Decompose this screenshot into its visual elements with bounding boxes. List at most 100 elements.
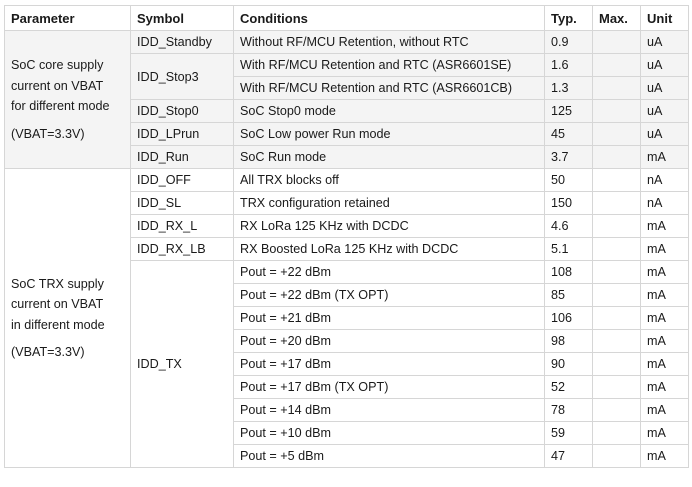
conditions-cell: SoC Stop0 mode <box>233 99 545 123</box>
parameter-cell: SoC core supply current on VBAT for differ… <box>4 30 131 169</box>
table-row: IDD_Stop3 With RF/MCU Retention and RTC (… <box>5 53 689 100</box>
table-row: SoC TRX supply current on VBAT in differen… <box>4 168 689 468</box>
unit-cell: mA <box>640 260 689 284</box>
unit-cell: mA <box>640 398 689 422</box>
table-row: IDD_Run SoC Run mode 3.7 mA <box>5 145 689 169</box>
parameter-line: current on VBAT <box>11 78 104 93</box>
conditions-cell: Pout = +21 dBm <box>233 306 545 330</box>
max-cell <box>592 260 641 284</box>
typ-cell: 4.6 <box>544 214 593 238</box>
symbol-cell: IDD_LPrun <box>130 122 234 146</box>
conditions-cell: All TRX blocks off <box>233 168 545 192</box>
typ-cell: 108 <box>544 260 593 284</box>
table-row: Pout = +17 dBm 90 mA <box>5 352 689 376</box>
typ-cell: 85 <box>544 283 593 307</box>
typ-cell: 1.3 <box>544 76 593 100</box>
conditions-cell: SoC Low power Run mode <box>233 122 545 146</box>
conditions-cell: Pout = +10 dBm <box>233 421 545 445</box>
typ-cell: 52 <box>544 375 593 399</box>
typ-cell: 59 <box>544 421 593 445</box>
current-consumption-table: Parameter Symbol Conditions Typ. Max. Un… <box>4 5 689 468</box>
parameter-gap <box>11 335 124 342</box>
parameter-line: SoC TRX supply <box>11 276 104 291</box>
header-conditions: Conditions <box>233 5 545 31</box>
typ-cell: 47 <box>544 444 593 468</box>
conditions-cell: SoC Run mode <box>233 145 545 169</box>
max-cell <box>592 122 641 146</box>
max-cell <box>592 53 641 77</box>
conditions-cell: Pout = +22 dBm (TX OPT) <box>233 283 545 307</box>
typ-cell: 0.9 <box>544 30 593 54</box>
table-row: IDD_Stop0 SoC Stop0 mode 125 uA <box>5 99 689 123</box>
typ-cell: 3.7 <box>544 145 593 169</box>
conditions-cell: RX Boosted LoRa 125 KHz with DCDC <box>233 237 545 261</box>
parameter-line: in different mode <box>11 317 105 332</box>
max-cell <box>592 421 641 445</box>
typ-cell: 90 <box>544 352 593 376</box>
typ-cell: 106 <box>544 306 593 330</box>
max-cell <box>592 145 641 169</box>
typ-cell: 1.6 <box>544 53 593 77</box>
unit-cell: uA <box>640 122 689 146</box>
typ-cell: 125 <box>544 99 593 123</box>
unit-cell: mA <box>640 352 689 376</box>
conditions-cell: With RF/MCU Retention and RTC (ASR6601SE… <box>233 53 545 77</box>
conditions-cell: With RF/MCU Retention and RTC (ASR6601CB… <box>233 76 545 100</box>
max-cell <box>592 237 641 261</box>
max-cell <box>592 352 641 376</box>
header-typ: Typ. <box>544 5 593 31</box>
unit-cell: mA <box>640 375 689 399</box>
table-row: IDD_RX_L RX LoRa 125 KHz with DCDC 4.6 mA <box>5 214 689 238</box>
unit-cell: mA <box>640 306 689 330</box>
max-cell <box>592 444 641 468</box>
max-cell <box>592 329 641 353</box>
max-cell <box>592 375 641 399</box>
header-parameter: Parameter <box>4 5 131 31</box>
unit-cell: uA <box>640 76 689 100</box>
unit-cell: uA <box>640 53 689 77</box>
parameter-note: (VBAT=3.3V) <box>11 345 85 359</box>
unit-cell: mA <box>640 145 689 169</box>
conditions-cell: Without RF/MCU Retention, without RTC <box>233 30 545 54</box>
symbol-cell: IDD_SL <box>130 191 234 215</box>
parameter-line: current on VBAT <box>11 297 104 311</box>
conditions-cell: Pout = +22 dBm <box>233 260 545 284</box>
parameter-line: for different mode <box>11 99 110 113</box>
max-cell <box>592 306 641 330</box>
symbol-cell: IDD_RX_L <box>130 214 234 238</box>
conditions-cell: Pout = +20 dBm <box>233 329 545 353</box>
conditions-cell: Pout = +17 dBm (TX OPT) <box>233 375 545 399</box>
conditions-cell: Pout = +17 dBm <box>233 352 545 376</box>
unit-cell: mA <box>640 283 689 307</box>
typ-cell: 150 <box>544 191 593 215</box>
header-max: Max. <box>592 5 641 31</box>
symbol-cell: IDD_Run <box>130 145 234 169</box>
parameter-line: SoC core supply <box>11 58 104 72</box>
unit-cell: nA <box>640 168 689 192</box>
max-cell <box>592 30 641 54</box>
unit-cell: nA <box>640 191 689 215</box>
typ-cell: 45 <box>544 122 593 146</box>
unit-cell: mA <box>640 421 689 445</box>
max-cell <box>592 191 641 215</box>
symbol-cell: IDD_Standby <box>130 30 234 54</box>
conditions-cell: Pout = +5 dBm <box>233 444 545 468</box>
unit-cell: mA <box>640 237 689 261</box>
table-row: IDD_LPrun SoC Low power Run mode 45 uA <box>5 122 689 146</box>
table-row: SoC core supply current on VBAT for differ… <box>4 30 689 169</box>
conditions-cell: RX LoRa 125 KHz with DCDC <box>233 214 545 238</box>
unit-cell: mA <box>640 444 689 468</box>
conditions-cell: TRX configuration retained <box>233 191 545 215</box>
max-cell <box>592 99 641 123</box>
unit-cell: mA <box>640 329 689 353</box>
symbol-cell: IDD_TX <box>130 260 234 468</box>
parameter-cell: SoC TRX supply current on VBAT in differen… <box>4 168 131 468</box>
header-row: Parameter Symbol Conditions Typ. Max. Un… <box>4 5 689 31</box>
symbol-cell: IDD_RX_LB <box>130 237 234 261</box>
table-row: Pout = +22 dBm (TX OPT) 85 mA <box>5 283 689 307</box>
table-row: Pout = +17 dBm (TX OPT) 52 mA <box>5 375 689 399</box>
symbol-cell: IDD_OFF <box>130 168 234 192</box>
unit-cell: uA <box>640 30 689 54</box>
typ-cell: 50 <box>544 168 593 192</box>
typ-cell: 78 <box>544 398 593 422</box>
